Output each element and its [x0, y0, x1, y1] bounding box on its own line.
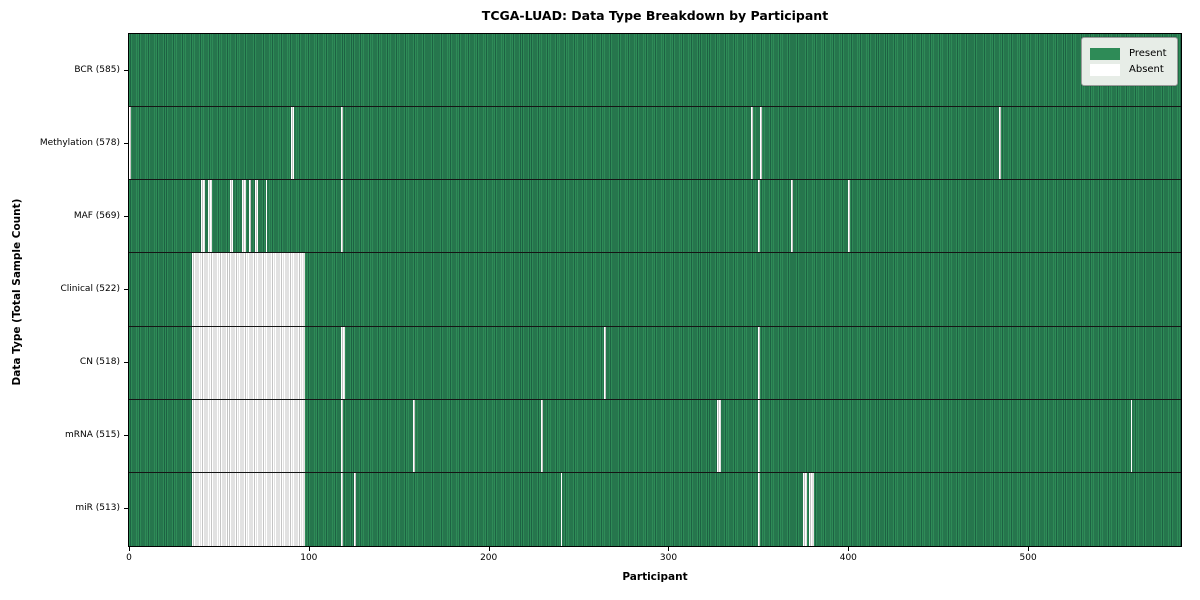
y-tick-label-mir: miR (513): [75, 503, 120, 514]
heatmap-row-mir: [129, 472, 1181, 546]
legend: Present Absent: [1081, 37, 1178, 86]
absent-stripe: [540, 399, 543, 472]
absent-stripe: [341, 399, 343, 472]
absent-stripe: [603, 326, 606, 399]
absent-stripe: [341, 326, 345, 399]
absent-stripe: [790, 180, 793, 253]
heatmap-row-clinical: [129, 253, 1181, 327]
x-tick-label-400: 400: [839, 553, 857, 563]
absent-stripe: [413, 399, 415, 472]
x-tick-mark: [488, 547, 490, 551]
chart-title: TCGA-LUAD: Data Type Breakdown by Partic…: [481, 8, 829, 23]
x-tick-mark: [129, 547, 130, 551]
y-tick-label-clinical: Clinical (522): [60, 284, 120, 294]
plot-area: [128, 33, 1182, 547]
absent-stripe: [191, 326, 306, 399]
absent-stripe: [129, 107, 131, 180]
y-tick-mark: [124, 435, 128, 437]
absent-stripe: [341, 180, 343, 253]
absent-stripe: [341, 472, 343, 546]
absent-stripe: [254, 180, 259, 253]
absent-stripe: [353, 472, 356, 546]
absent-stripe: [242, 180, 246, 253]
y-tick-label-cn: CN (518): [79, 357, 120, 368]
absent-stripe: [341, 107, 343, 180]
absent-stripe: [758, 180, 761, 253]
y-tick-mark: [124, 289, 128, 290]
y-tick-mark: [124, 362, 128, 364]
absent-stripe: [758, 326, 761, 399]
x-tick-mark: [668, 547, 670, 551]
absent-stripe: [249, 180, 252, 253]
legend-item-present: Present: [1090, 47, 1167, 60]
y-tick-mark: [124, 69, 128, 71]
absent-stripe: [560, 472, 563, 546]
y-tick-label-mrna: mRNA (515): [65, 430, 120, 441]
legend-label-absent: Absent: [1129, 64, 1164, 75]
x-tick-mark: [1028, 547, 1030, 551]
heatmap-row-maf: [129, 180, 1181, 254]
absent-swatch-icon: [1090, 63, 1120, 76]
absent-stripe: [200, 180, 205, 253]
absent-stripe: [758, 399, 761, 472]
absent-stripe: [717, 399, 721, 472]
x-tick-label-500: 500: [1019, 553, 1037, 563]
absent-stripe: [1130, 399, 1133, 472]
absent-stripe: [999, 107, 1002, 180]
absent-stripe: [191, 472, 306, 546]
y-tick-mark: [124, 508, 128, 510]
absent-stripe: [760, 107, 762, 180]
heatmap-row-cn: [129, 326, 1181, 400]
heatmap-row-mrna: [129, 399, 1181, 473]
x-tick-label-100: 100: [300, 553, 318, 563]
absent-stripe: [191, 399, 306, 472]
absent-stripe: [229, 180, 234, 253]
x-axis-title: Participant: [622, 571, 688, 583]
x-tick-label-200: 200: [480, 553, 498, 563]
legend-label-present: Present: [1129, 48, 1167, 59]
y-tick-label-bcr: BCR (585): [74, 64, 120, 75]
absent-stripe: [848, 180, 851, 253]
present-swatch-icon: [1090, 47, 1120, 60]
legend-item-absent: Absent: [1090, 63, 1167, 76]
y-tick-label-methylation: Methylation (578): [39, 137, 120, 148]
absent-stripe: [191, 253, 306, 326]
heatmap-row-bcr: [129, 34, 1181, 108]
y-tick-label-maf: MAF (569): [73, 210, 120, 221]
x-tick-mark: [308, 547, 310, 551]
absent-stripe: [758, 472, 761, 546]
absent-stripe: [751, 107, 753, 180]
absent-stripe: [803, 472, 807, 546]
x-tick-label-300: 300: [659, 553, 678, 563]
x-tick-mark: [848, 547, 850, 551]
y-tick-mark: [124, 215, 128, 217]
absent-stripe: [208, 180, 212, 253]
heatmap-row-methylation: [129, 107, 1181, 181]
absent-stripe: [265, 180, 268, 253]
absent-stripe: [290, 107, 295, 180]
y-tick-mark: [124, 142, 128, 144]
absent-stripe: [808, 472, 815, 546]
x-tick-label-0: 0: [126, 553, 132, 563]
